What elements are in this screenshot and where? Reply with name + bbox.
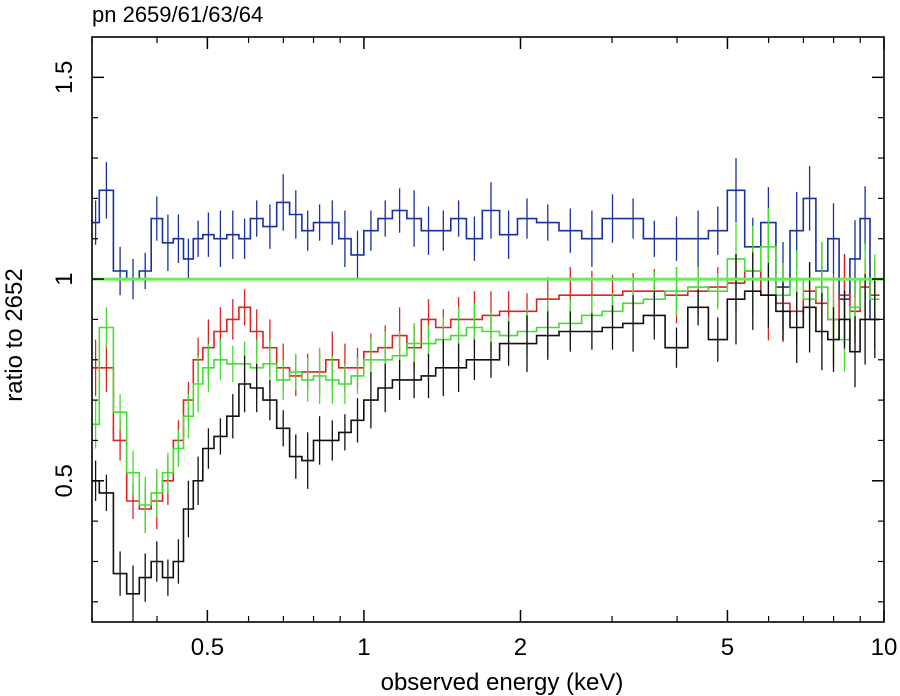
x-tick-label: 0.5: [191, 634, 224, 661]
y-tick-label: 1.5: [51, 61, 78, 94]
x-tick-label: 1: [357, 634, 370, 661]
y-tick-label: 0.5: [51, 464, 78, 497]
series-green-line: [92, 246, 880, 506]
x-tick-label: 2: [514, 634, 527, 661]
series-layer: [92, 158, 880, 622]
chart-title: pn 2659/61/63/64: [92, 2, 263, 27]
x-axis-label: observed energy (keV): [381, 669, 624, 696]
y-tick-label: 1: [51, 272, 78, 285]
plot-frame: [91, 36, 885, 623]
series-black-line: [92, 290, 880, 595]
series-red-line: [92, 270, 880, 510]
series-green: [92, 208, 880, 534]
x-tick-label: 10: [871, 634, 898, 661]
tick-layer: 0.5 1 2 5 10 0.5 1 1.5: [51, 37, 897, 661]
x-tick-label: 5: [721, 634, 734, 661]
series-black: [92, 252, 880, 622]
y-axis-label: ratio to 2652: [1, 268, 28, 401]
